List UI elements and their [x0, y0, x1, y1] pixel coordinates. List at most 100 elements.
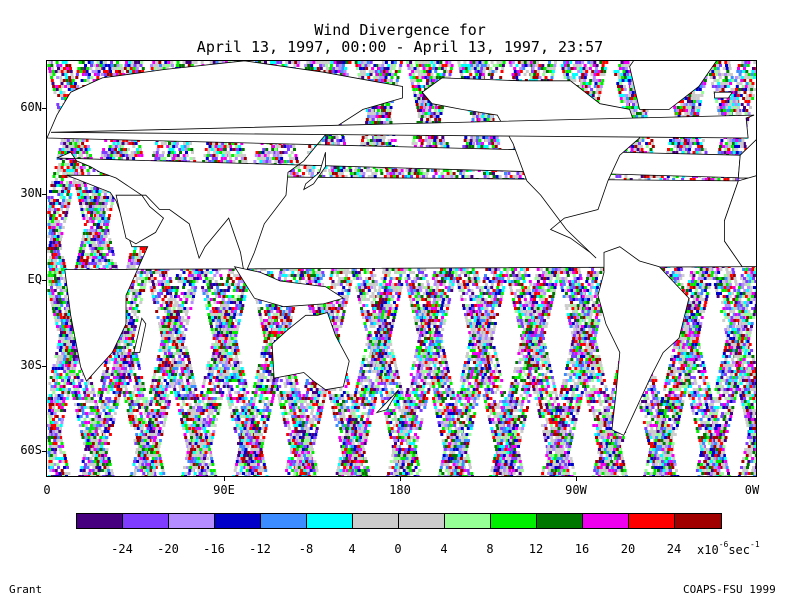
swath-pixel [162, 472, 166, 475]
swath-pixel [282, 403, 286, 406]
swath-pixel [176, 154, 180, 157]
swath-pixel [59, 91, 63, 94]
swath-pixel [715, 100, 719, 103]
swath-pixel [131, 418, 135, 421]
swath-pixel [79, 166, 83, 169]
swath-pixel [134, 376, 138, 379]
swath-pixel [184, 397, 188, 400]
swath-pixel [235, 424, 239, 427]
swath-pixel [317, 280, 321, 283]
swath-pixel [347, 448, 350, 451]
swath-pixel [54, 307, 58, 310]
swath-pixel [64, 295, 68, 298]
swath-pixel [158, 325, 162, 328]
swath-pixel [235, 148, 239, 151]
swath-pixel [105, 463, 109, 466]
swath-pixel [731, 79, 735, 82]
swath-pixel [231, 418, 235, 421]
swath-pixel [298, 409, 302, 412]
swath-pixel [165, 304, 169, 307]
swath-pixel [217, 268, 221, 271]
swath-pixel [77, 391, 81, 394]
swath-pixel [194, 403, 198, 406]
swath-pixel [362, 451, 366, 454]
swath-pixel [195, 394, 199, 397]
swath-pixel [297, 166, 301, 169]
swath-pixel [231, 154, 235, 157]
swath-pixel [206, 283, 210, 286]
swath-pixel [237, 154, 241, 157]
swath-pixel [139, 412, 143, 415]
swath-pixel [156, 448, 160, 451]
swath-pixel [127, 139, 131, 142]
swath-pixel [285, 379, 289, 382]
swath-pixel [293, 412, 297, 415]
swath-pixel [227, 151, 231, 154]
swath-pixel [59, 79, 63, 82]
swath-pixel [125, 391, 129, 394]
swath-pixel [296, 397, 299, 400]
swath-pixel [53, 301, 57, 304]
divergence-map [47, 61, 756, 476]
swath-pixel [78, 199, 82, 202]
swath-pixel [183, 367, 187, 370]
swath-pixel [180, 382, 184, 385]
swath-pixel [59, 76, 63, 79]
swath-pixel [111, 475, 115, 476]
swath-pixel [204, 274, 208, 277]
swath-pixel [346, 472, 350, 475]
swath-pixel [104, 472, 108, 475]
swath-pixel [82, 151, 86, 154]
swath-pixel [308, 268, 312, 271]
swath-pixel [104, 469, 108, 472]
swath-pixel [239, 427, 243, 430]
swath-pixel [181, 370, 184, 373]
swath-pixel [197, 430, 201, 433]
swath-pixel [57, 70, 61, 73]
swath-pixel [138, 421, 142, 424]
swath-pixel [86, 220, 90, 223]
swath-pixel [105, 475, 109, 476]
swath-pixel [254, 451, 257, 454]
swath-pixel [188, 403, 192, 406]
swath-pixel [76, 361, 80, 364]
swath-pixel [264, 313, 268, 316]
swath-pixel [164, 61, 168, 64]
swath-pixel [284, 424, 288, 427]
swath-pixel [180, 379, 184, 382]
swath-pixel [155, 61, 159, 64]
swath-pixel [347, 397, 351, 400]
swath-pixel [325, 64, 329, 67]
swath-pixel [69, 82, 73, 85]
swath-pixel [86, 394, 90, 397]
swath-pixel [289, 145, 293, 148]
swath-pixel [294, 391, 298, 394]
swath-pixel [237, 352, 241, 355]
swath-pixel [237, 364, 240, 367]
swath-pixel [88, 412, 91, 415]
swath-pixel [123, 331, 127, 334]
swath-pixel [342, 400, 345, 403]
swath-pixel [288, 154, 292, 157]
swath-pixel [228, 154, 232, 157]
swath-pixel [92, 391, 96, 394]
swath-pixel [77, 196, 81, 199]
swath-pixel [342, 403, 346, 406]
swath-pixel [188, 376, 192, 379]
swath-pixel [58, 295, 62, 298]
swath-pixel [263, 319, 266, 322]
swath-pixel [187, 385, 191, 388]
swath-pixel [144, 448, 148, 451]
swath-pixel [132, 394, 136, 397]
swath-pixel [94, 415, 98, 418]
swath-pixel [157, 463, 161, 466]
swath-pixel [243, 379, 247, 382]
swath-pixel [141, 460, 145, 463]
swath-pixel [127, 400, 131, 403]
swath-pixel [141, 397, 145, 400]
swath-pixel [240, 406, 244, 409]
swath-pixel [227, 376, 231, 379]
swath-pixel [260, 454, 264, 457]
swath-pixel [291, 415, 295, 418]
swath-pixel [728, 67, 732, 70]
